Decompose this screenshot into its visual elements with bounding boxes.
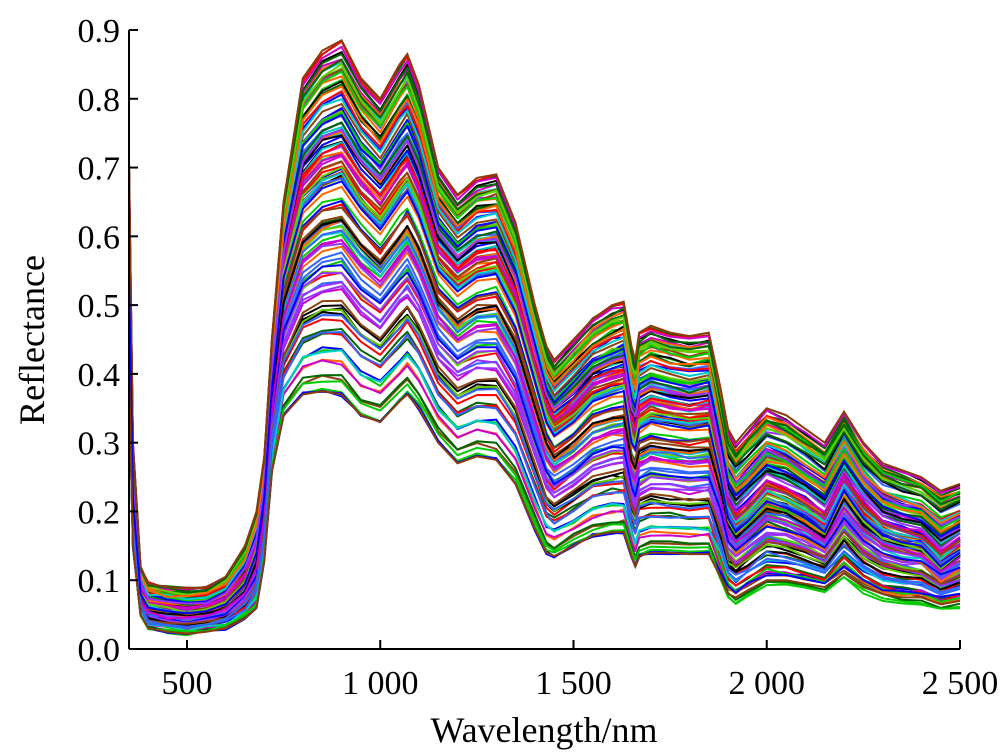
spectrum-line	[128, 85, 961, 598]
spectrum-line	[128, 331, 961, 628]
y-tick-label: 0.3	[78, 426, 121, 463]
y-tick-label: 0.0	[78, 632, 121, 669]
x-tick-label: 2 500	[922, 665, 999, 702]
spectrum-line	[128, 128, 961, 605]
x-tick-label: 500	[161, 665, 212, 702]
y-tick-label: 0.2	[78, 494, 121, 531]
y-axis-label: Reflectance	[12, 255, 52, 425]
spectrum-line	[128, 38, 961, 590]
x-axis-label: Wavelength/nm	[430, 710, 657, 750]
y-tick-label: 0.8	[78, 82, 121, 119]
spectrum-line	[128, 366, 961, 635]
y-tick-label: 0.9	[78, 13, 121, 50]
spectrum-line	[128, 314, 961, 629]
y-tick-label: 0.4	[78, 357, 121, 394]
x-ticks: 500 1 000 1 500 2 000 2 500	[161, 640, 998, 702]
y-tick-label: 0.5	[78, 288, 121, 325]
y-tick-label: 0.7	[78, 151, 121, 188]
x-tick-label: 1 500	[535, 665, 612, 702]
y-tick-label: 0.6	[78, 219, 121, 256]
spectral-lines	[128, 38, 961, 637]
spectrum-line	[128, 180, 961, 615]
y-tick-label: 0.1	[78, 563, 121, 600]
y-ticks: 0.0 0.1 0.2 0.3 0.4 0.5 0.6 0.7 0.8 0.9	[78, 13, 138, 669]
x-tick-label: 1 000	[342, 665, 419, 702]
x-tick-label: 2 000	[728, 665, 805, 702]
spectrum-line	[128, 239, 961, 620]
